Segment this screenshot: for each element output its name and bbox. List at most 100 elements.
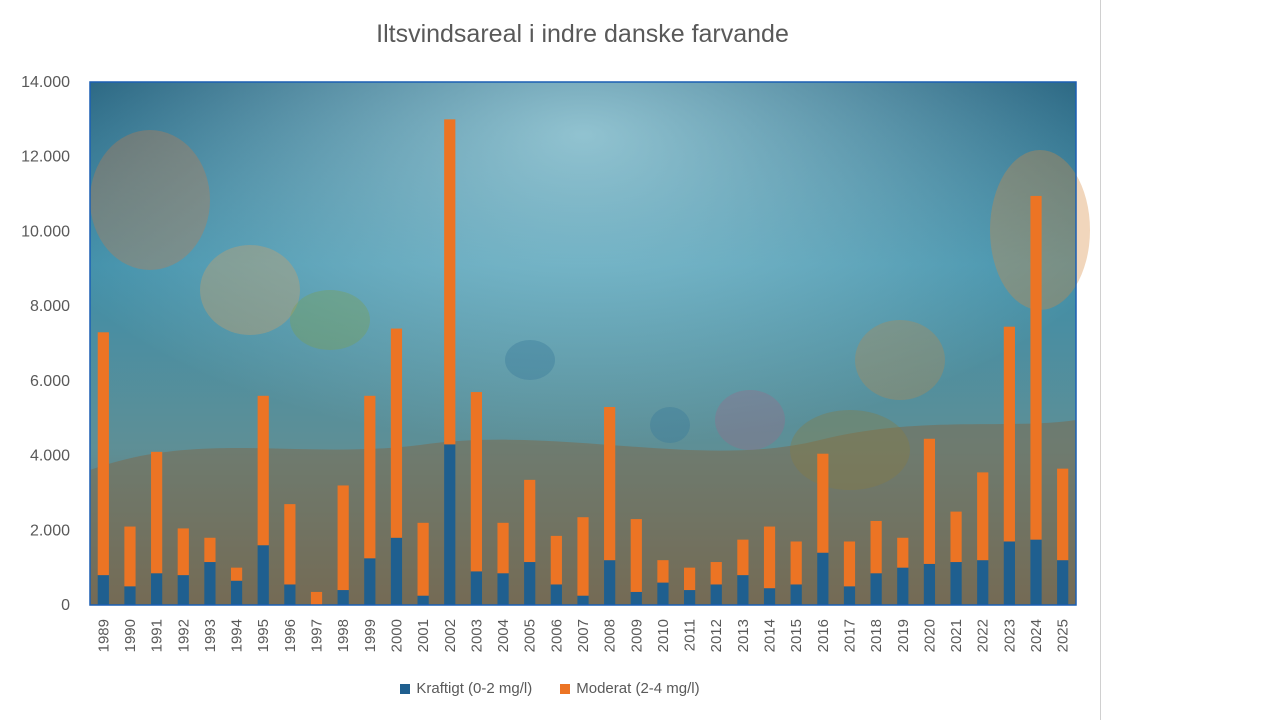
x-tick-label-1995: 1995 <box>255 619 272 652</box>
bar-moderat-2003 <box>470 392 483 572</box>
bars-group <box>97 119 1069 605</box>
bar-kraftigt-2003 <box>470 571 483 605</box>
x-tick-label-2013: 2013 <box>735 619 752 652</box>
bar-kraftigt-2009 <box>630 591 642 605</box>
bar-kraftigt-2021 <box>950 562 962 605</box>
bar-kraftigt-2005 <box>524 562 536 605</box>
x-tick-label-1989: 1989 <box>95 619 112 652</box>
bar-moderat-2019 <box>897 537 909 568</box>
bar-kraftigt-2023 <box>1003 541 1015 605</box>
y-tick-label: 8.000 <box>30 298 70 315</box>
bar-moderat-2005 <box>524 479 536 563</box>
bar-kraftigt-2014 <box>763 588 776 605</box>
y-tick-label: 0 <box>61 597 70 614</box>
x-tick-label-2000: 2000 <box>388 619 405 652</box>
y-tick-label: 2.000 <box>30 522 70 539</box>
x-tick-label-2007: 2007 <box>575 619 592 652</box>
chart-card: Iltsvindsareal i indre danske farvande <box>0 0 1101 720</box>
x-tick-label-2008: 2008 <box>602 619 619 652</box>
bar-moderat-2012 <box>710 562 722 585</box>
x-tick-label-2025: 2025 <box>1055 619 1072 652</box>
plot-border <box>89 81 1077 606</box>
x-tick-label-2021: 2021 <box>948 619 965 652</box>
x-tick-label-1993: 1993 <box>202 619 219 652</box>
bar-moderat-1992 <box>177 528 189 576</box>
x-tick-label-2012: 2012 <box>708 619 725 652</box>
bar-kraftigt-2002 <box>444 444 456 605</box>
bar-kraftigt-2017 <box>843 586 856 605</box>
bar-moderat-1993 <box>204 537 216 563</box>
bar-moderat-1994 <box>230 567 243 581</box>
x-tick-label-2005: 2005 <box>522 619 539 652</box>
x-tick-label-2004: 2004 <box>495 619 512 652</box>
bar-kraftigt-2011 <box>683 590 696 605</box>
bar-moderat-2000 <box>390 328 403 538</box>
legend-label-kraftigt: Kraftigt (0-2 mg/l) <box>416 680 533 697</box>
bar-kraftigt-2012 <box>710 584 722 605</box>
x-tick-label-2018: 2018 <box>868 619 885 652</box>
bar-moderat-2007 <box>577 517 589 596</box>
x-tick-label-2014: 2014 <box>762 619 779 652</box>
bar-moderat-2016 <box>817 453 829 553</box>
x-tick-label-2010: 2010 <box>655 619 672 652</box>
x-tick-label-2016: 2016 <box>815 619 832 652</box>
bar-moderat-2009 <box>630 519 642 592</box>
x-tick-label-2003: 2003 <box>468 619 485 652</box>
bar-moderat-1991 <box>151 451 163 574</box>
y-tick-label: 4.000 <box>30 448 70 465</box>
bar-kraftigt-1999 <box>364 558 376 605</box>
bar-kraftigt-2020 <box>923 563 936 605</box>
bar-kraftigt-2018 <box>870 573 882 605</box>
underwater-background <box>90 82 1090 605</box>
bar-kraftigt-2004 <box>497 573 509 605</box>
y-tick-label: 12.000 <box>21 149 70 166</box>
bar-kraftigt-2008 <box>604 560 616 605</box>
bar-moderat-2022 <box>977 472 989 561</box>
bar-kraftigt-1993 <box>204 562 216 605</box>
x-tick-label-2015: 2015 <box>788 619 805 652</box>
x-tick-label-2009: 2009 <box>628 619 645 652</box>
x-tick-label-2024: 2024 <box>1028 619 1045 652</box>
bar-moderat-2014 <box>763 526 776 589</box>
bar-kraftigt-1992 <box>177 575 189 605</box>
x-tick-label-1998: 1998 <box>335 619 352 652</box>
legend-label-moderat: Moderat (2-4 mg/l) <box>576 680 700 697</box>
x-tick-label-1992: 1992 <box>175 619 192 652</box>
bar-moderat-1989 <box>97 332 109 576</box>
bar-kraftigt-2019 <box>897 567 909 605</box>
bar-kraftigt-2010 <box>657 582 669 605</box>
x-tick-label-2001: 2001 <box>415 619 432 652</box>
y-tick-label: 14.000 <box>21 74 70 91</box>
bar-moderat-2013 <box>737 539 749 576</box>
y-tick-label: 10.000 <box>21 223 70 240</box>
bar-kraftigt-1996 <box>284 584 296 605</box>
bar-moderat-1998 <box>337 485 349 591</box>
bar-moderat-2001 <box>417 522 429 596</box>
bar-kraftigt-2025 <box>1057 560 1069 605</box>
y-axis: 0 2.000 4.000 6.000 8.000 10.000 12.000 14.000 <box>21 74 70 614</box>
bar-kraftigt-1995 <box>257 545 269 605</box>
legend: Kraftigt (0-2 mg/l) Moderat (2-4 mg/l) <box>0 680 1100 697</box>
x-tick-label-1997: 1997 <box>309 619 326 652</box>
bar-moderat-2010 <box>657 560 669 583</box>
x-tick-label-2002: 2002 <box>442 619 459 652</box>
bar-moderat-1999 <box>364 395 376 559</box>
x-tick-label-2023: 2023 <box>1001 619 1018 652</box>
bar-moderat-2006 <box>550 535 562 585</box>
bar-moderat-2020 <box>923 438 936 564</box>
legend-swatch-moderat <box>560 683 571 694</box>
x-tick-label-2019: 2019 <box>895 619 912 652</box>
x-axis: 1989 1990 1991 1992 1993 1994 1995 1996 1997 1998… <box>95 619 1071 652</box>
bar-kraftigt-1989 <box>97 575 109 605</box>
bar-kraftigt-2001 <box>417 595 429 605</box>
bar-moderat-2025 <box>1057 468 1069 561</box>
bar-moderat-2017 <box>843 541 856 587</box>
bar-kraftigt-1998 <box>337 590 349 605</box>
y-tick-label: 6.000 <box>30 373 70 390</box>
bar-moderat-2015 <box>790 541 802 585</box>
bar-kraftigt-1990 <box>124 586 136 605</box>
bar-kraftigt-2022 <box>977 560 989 605</box>
bar-moderat-2002 <box>444 119 456 445</box>
bar-moderat-1996 <box>284 504 296 585</box>
x-tick-label-2022: 2022 <box>975 619 992 652</box>
